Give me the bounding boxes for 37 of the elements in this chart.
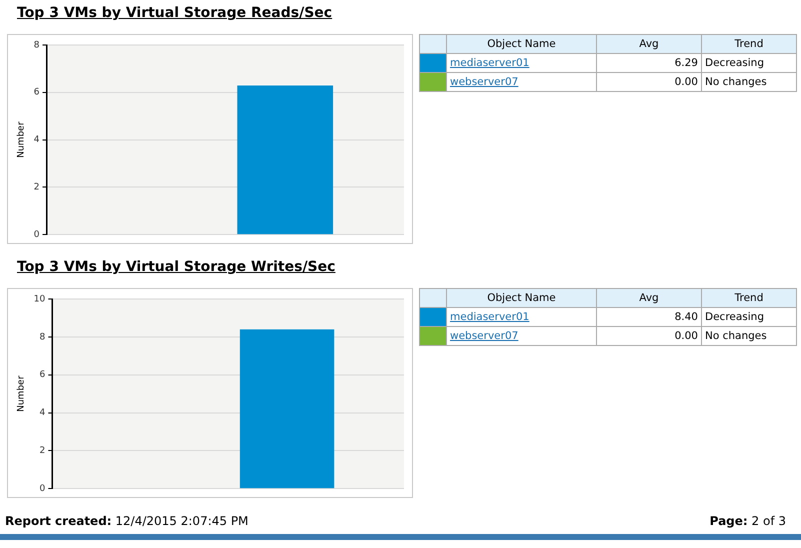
- y-tick-label: 4: [34, 135, 40, 146]
- legend-label: webserver07: [446, 326, 596, 346]
- text: 0.00: [596, 72, 702, 92]
- text: Decreasing: [702, 308, 796, 326]
- y-tick-label: 8: [34, 40, 40, 50]
- legend-label: webserver07: [446, 72, 596, 92]
- legend-label: mediaserver01: [446, 308, 596, 326]
- text: 12/4/2015 2:07:45 PM: [115, 514, 248, 528]
- text: Object Name: [446, 34, 596, 54]
- y-axis-title: Number: [16, 121, 27, 158]
- y-tick-label: 6: [34, 88, 40, 98]
- text: No changes: [702, 326, 796, 346]
- text: 2 of 3: [752, 514, 786, 528]
- text: Avg: [596, 34, 702, 54]
- text: No changes: [702, 72, 796, 92]
- text: Avg: [596, 288, 702, 308]
- y-tick-label: 10: [34, 294, 46, 304]
- text: Page:: [710, 514, 748, 528]
- y-tick-label: 6: [40, 370, 46, 380]
- y-tick-label: 0: [40, 484, 46, 494]
- chart-title: Top 3 VMs by Virtual Storage Reads/Sec: [17, 5, 332, 21]
- y-tick-label: 2: [34, 182, 40, 193]
- text: Decreasing: [702, 54, 796, 72]
- legend-label: mediaserver01: [446, 54, 596, 72]
- y-tick-label: 0: [34, 230, 40, 240]
- text: Trend: [702, 288, 796, 308]
- text: Report created:: [5, 514, 112, 528]
- text: 0.00: [596, 326, 702, 346]
- text: 6.29: [596, 54, 702, 72]
- y-axis-title: Number: [16, 375, 27, 412]
- y-tick-label: 8: [40, 332, 46, 342]
- y-tick-label: 4: [40, 408, 46, 418]
- text: Object Name: [446, 288, 596, 308]
- text: 8.40: [596, 308, 702, 326]
- chart-title: Top 3 VMs by Virtual Storage Writes/Sec: [17, 259, 336, 275]
- text: Trend: [702, 34, 796, 54]
- y-tick-label: 2: [40, 446, 46, 456]
